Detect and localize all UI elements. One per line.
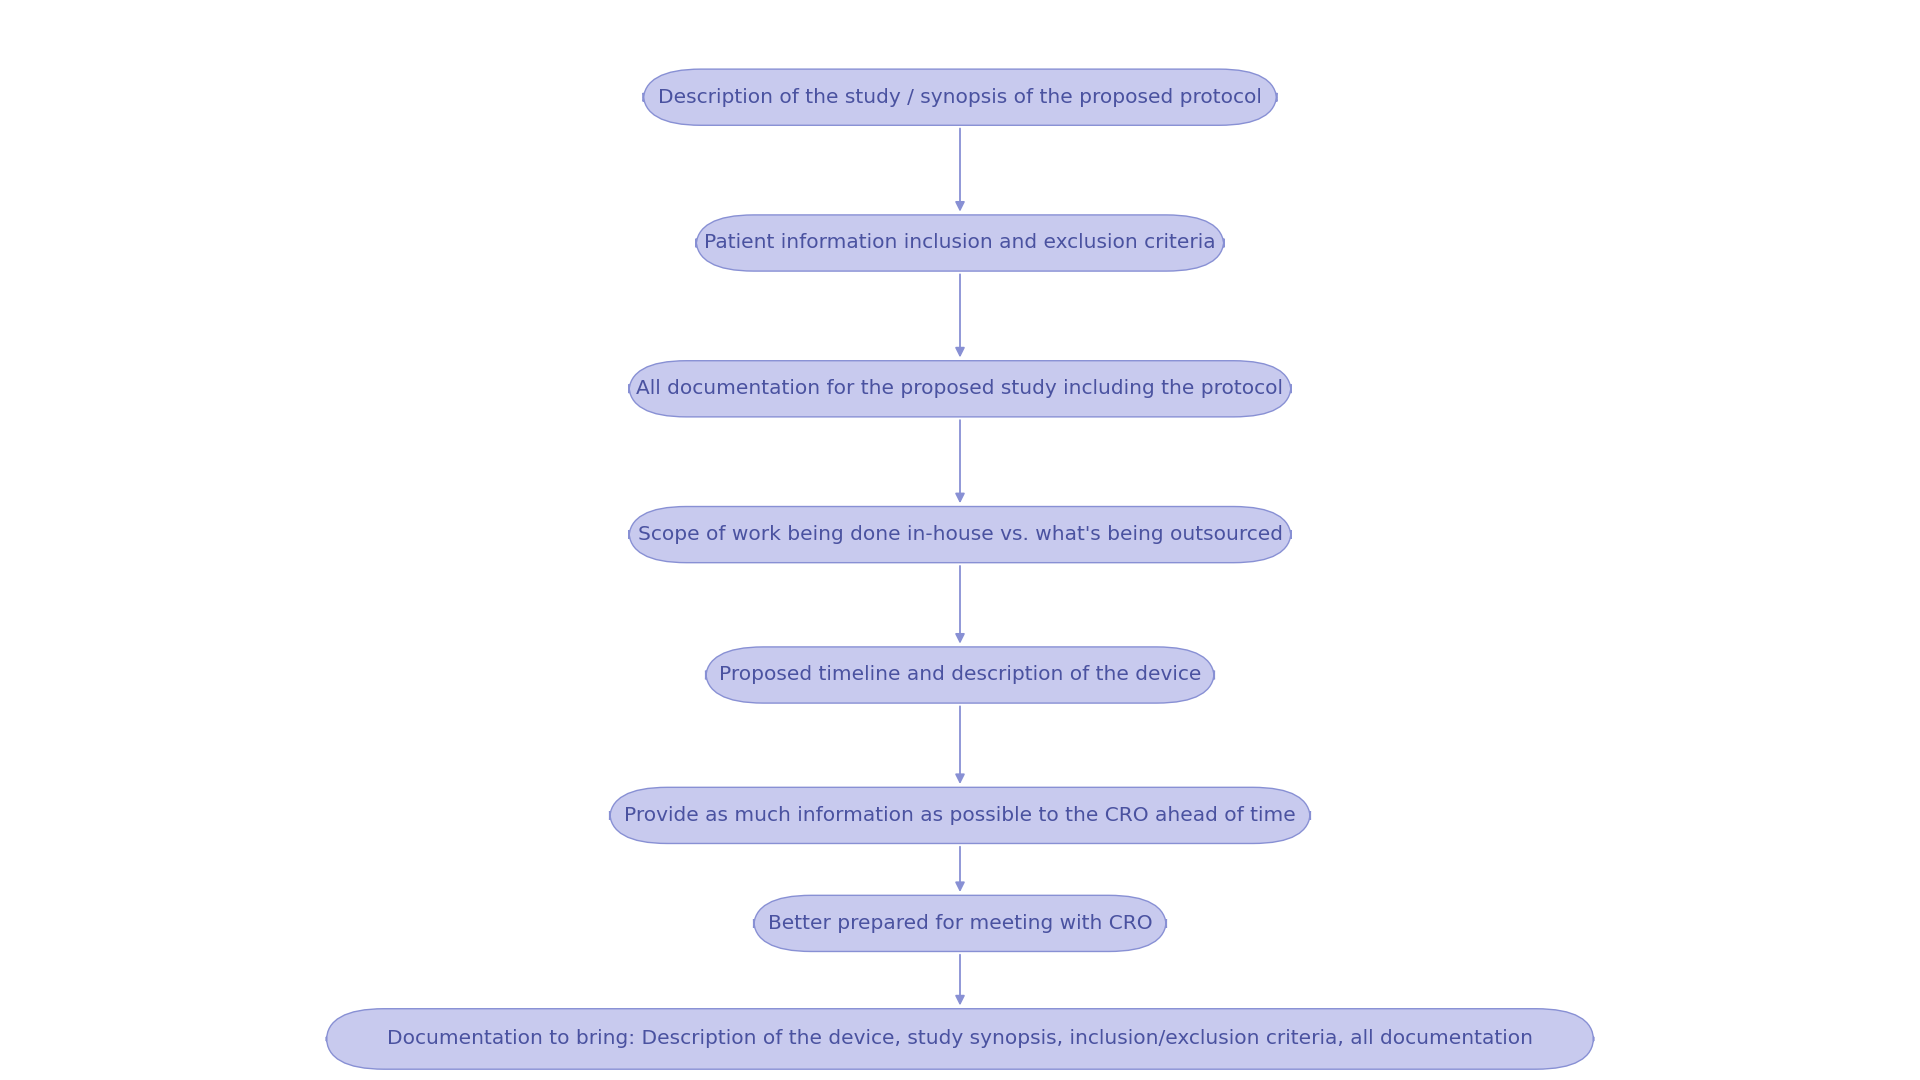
Text: Description of the study / synopsis of the proposed protocol: Description of the study / synopsis of t…	[659, 87, 1261, 107]
Text: Patient information inclusion and exclusion criteria: Patient information inclusion and exclus…	[705, 233, 1215, 253]
FancyBboxPatch shape	[643, 69, 1277, 125]
FancyBboxPatch shape	[630, 507, 1290, 563]
Text: Better prepared for meeting with CRO: Better prepared for meeting with CRO	[768, 914, 1152, 933]
FancyBboxPatch shape	[705, 647, 1213, 703]
Text: Documentation to bring: Description of the device, study synopsis, inclusion/exc: Documentation to bring: Description of t…	[388, 1029, 1532, 1049]
Text: Scope of work being done in-house vs. what's being outsourced: Scope of work being done in-house vs. wh…	[637, 525, 1283, 544]
FancyBboxPatch shape	[753, 895, 1165, 951]
Text: Proposed timeline and description of the device: Proposed timeline and description of the…	[718, 665, 1202, 685]
FancyBboxPatch shape	[630, 361, 1290, 417]
FancyBboxPatch shape	[695, 215, 1225, 271]
FancyBboxPatch shape	[611, 787, 1309, 843]
FancyBboxPatch shape	[326, 1009, 1594, 1069]
Text: All documentation for the proposed study including the protocol: All documentation for the proposed study…	[637, 379, 1283, 399]
Text: Provide as much information as possible to the CRO ahead of time: Provide as much information as possible …	[624, 806, 1296, 825]
